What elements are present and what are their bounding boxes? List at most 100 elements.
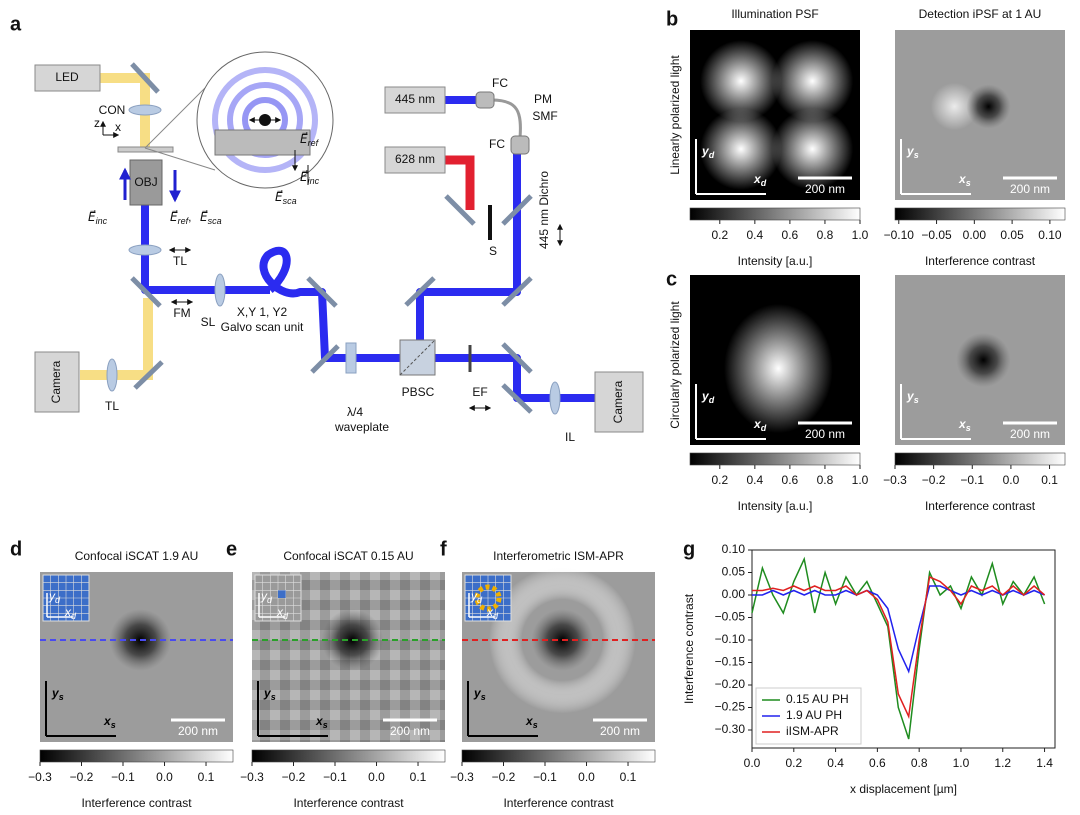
symbol: x bbox=[64, 605, 72, 619]
symbol: y bbox=[263, 686, 272, 700]
subscript: s bbox=[59, 692, 64, 702]
subscript: inc bbox=[308, 176, 320, 186]
setup-label: EF bbox=[472, 385, 487, 399]
setup-label: CON bbox=[99, 103, 126, 117]
psf-lobe bbox=[700, 40, 782, 122]
field-label: E⃗inc bbox=[88, 210, 108, 226]
scale-bar-label: 200 nm bbox=[390, 724, 430, 738]
colorbar-tick-label: 0.0 bbox=[156, 770, 173, 784]
psf-lobe bbox=[930, 82, 979, 131]
scale-bar-label: 200 nm bbox=[805, 427, 845, 441]
panel-label: b bbox=[666, 8, 678, 30]
field-label: E⃗sca bbox=[200, 210, 222, 226]
subscript: sca bbox=[208, 216, 222, 226]
setup-label: TL bbox=[173, 254, 187, 268]
colorbar-tick-label: −0.1 bbox=[323, 770, 347, 784]
y-tick-label: −0.30 bbox=[715, 722, 746, 736]
colorbar-tick-label: 0.4 bbox=[747, 228, 764, 242]
subscript: d bbox=[267, 595, 273, 605]
subscript: s bbox=[966, 423, 971, 433]
image-title: Illumination PSF bbox=[731, 7, 818, 21]
colorbar-label: Intensity [a.u.] bbox=[738, 499, 813, 513]
panel-label: f bbox=[440, 538, 447, 560]
psf-lobe bbox=[966, 84, 1011, 129]
colorbar bbox=[894, 452, 1066, 466]
colorbar bbox=[894, 207, 1066, 221]
data-line bbox=[751, 556, 1046, 740]
colorbar-tick-label: −0.2 bbox=[70, 770, 94, 784]
subscript: s bbox=[533, 720, 538, 730]
plot-frame bbox=[751, 549, 1056, 749]
setup-label: x bbox=[115, 120, 121, 134]
y-tick-label: −0.20 bbox=[715, 677, 746, 691]
subscript: inc bbox=[96, 216, 108, 226]
setup-label: z bbox=[94, 116, 100, 130]
symbol: y bbox=[473, 686, 482, 700]
image-title: Confocal iSCAT 1.9 AU bbox=[75, 549, 199, 563]
scale-bar-label: 200 nm bbox=[600, 724, 640, 738]
y-tick-label: −0.15 bbox=[715, 655, 746, 669]
x-tick-label: 1.2 bbox=[994, 756, 1011, 770]
axis-label: yd bbox=[260, 589, 273, 605]
setup-label: X,Y 1, Y2 bbox=[237, 305, 288, 319]
subscript: d bbox=[709, 395, 715, 405]
y-tick-label: 0.05 bbox=[722, 565, 746, 579]
axis-label: ys bbox=[473, 686, 486, 702]
x-tick-label: 0.2 bbox=[785, 756, 802, 770]
image-title: Interferometric ISM-APR bbox=[493, 549, 624, 563]
symbol: y bbox=[701, 144, 710, 158]
axis-label: xs bbox=[958, 172, 971, 188]
x-tick-label: 1.4 bbox=[1036, 756, 1053, 770]
colorbar-tick-label: −0.3 bbox=[883, 473, 907, 487]
colorbar-tick-label: 0.05 bbox=[1000, 228, 1024, 242]
psf-lobe bbox=[956, 332, 1011, 388]
axis-label: xd bbox=[64, 605, 77, 621]
colorbar bbox=[461, 749, 656, 763]
setup-label: OBJ bbox=[134, 175, 157, 189]
colorbar bbox=[689, 452, 861, 466]
colorbar-label: Intensity [a.u.] bbox=[738, 254, 813, 268]
setup-label: LED bbox=[55, 70, 79, 84]
y-tick-label: −0.10 bbox=[715, 632, 746, 646]
axis-label: yd bbox=[470, 589, 483, 605]
symbol: y bbox=[906, 389, 915, 403]
scale-bar-label: 200 nm bbox=[1010, 427, 1050, 441]
setup-label: SL bbox=[201, 315, 216, 329]
symbol: x bbox=[958, 417, 967, 431]
symbol: y bbox=[701, 389, 710, 403]
x-tick-label: 0.4 bbox=[827, 756, 844, 770]
axis-label: ys bbox=[263, 686, 276, 702]
setup-label: FC bbox=[489, 137, 505, 151]
symbol: x bbox=[753, 172, 762, 186]
data-line bbox=[752, 575, 1046, 720]
colorbar-tick-label: 0.8 bbox=[817, 228, 834, 242]
subscript: d bbox=[71, 611, 77, 621]
colorbar-tick-label: −0.05 bbox=[921, 228, 952, 242]
axis-label: xs bbox=[103, 714, 116, 730]
symbol: E⃗ bbox=[88, 210, 96, 224]
psf-lobe bbox=[771, 40, 854, 122]
data-line bbox=[752, 585, 1045, 674]
colorbar-tick-label: 1.0 bbox=[852, 473, 869, 487]
field-label: E⃗ref bbox=[300, 132, 320, 148]
colorbar-tick-label: −0.2 bbox=[492, 770, 516, 784]
colorbar-tick-label: 1.0 bbox=[852, 228, 869, 242]
setup-label: PM bbox=[534, 92, 552, 106]
psf-lobe bbox=[771, 108, 854, 190]
setup-label: λ/4 bbox=[347, 405, 363, 419]
row-label: Linearly polarized light bbox=[668, 55, 682, 175]
setup-diagram bbox=[34, 51, 644, 433]
y-tick-label: 0.00 bbox=[722, 587, 746, 601]
panel-label: a bbox=[10, 13, 22, 35]
colorbar-tick-label: −0.3 bbox=[28, 770, 52, 784]
colorbar-tick-label: 0.1 bbox=[620, 770, 637, 784]
symbol: E⃗ bbox=[275, 190, 283, 204]
psf-image bbox=[690, 275, 860, 445]
panel-label: c bbox=[666, 268, 677, 290]
detector-pattern bbox=[474, 584, 502, 612]
colorbar-tick-label: −0.1 bbox=[960, 473, 984, 487]
setup-label: FM bbox=[173, 306, 190, 320]
panel-label: g bbox=[683, 538, 695, 560]
colorbar-tick-label: 0.6 bbox=[782, 473, 799, 487]
